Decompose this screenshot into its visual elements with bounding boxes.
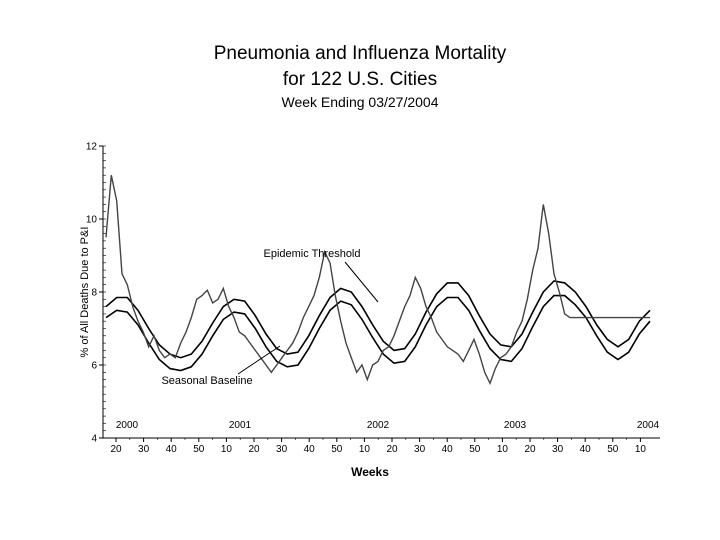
- year-label: 2003: [504, 420, 527, 431]
- chart-subtitle: Week Ending 03/27/2004: [282, 94, 439, 110]
- year-label: 2002: [367, 420, 390, 431]
- x-axis-label: Weeks: [351, 465, 389, 479]
- x-tick-label: 10: [359, 444, 371, 455]
- x-tick-label: 10: [635, 444, 647, 455]
- x-tick-label: 50: [193, 444, 205, 455]
- x-tick-label: 30: [138, 444, 150, 455]
- x-tick-label: 10: [221, 444, 233, 455]
- y-minor-ticks: [103, 145, 106, 439]
- baseline-annotation: Seasonal Baseline: [161, 375, 252, 387]
- x-tick-label: 40: [166, 444, 178, 455]
- year-label: 2004: [637, 420, 660, 431]
- x-tick-label: 50: [331, 444, 343, 455]
- y-ticks: 12 10 8 6 4: [86, 142, 103, 445]
- y-tick-label: 8: [91, 288, 97, 299]
- x-tick-label: 20: [248, 444, 260, 455]
- y-axis-label: % of All Deaths Due to P&I: [79, 227, 91, 358]
- x-tick-label: 50: [469, 444, 481, 455]
- series-epidemic-threshold-line: [105, 280, 651, 359]
- series-seasonal-baseline-line: [105, 294, 651, 372]
- y-tick-label: 12: [86, 142, 98, 153]
- x-tick-label: 20: [524, 444, 536, 455]
- series-observed-line: [105, 175, 650, 386]
- x-tick-label: 20: [110, 444, 122, 455]
- x-ticks: 20 30 40 50 10 20 30 40 50 10 20 30 40 50 10 20 30 40 50 10: [110, 438, 646, 455]
- year-label: 2000: [116, 420, 139, 431]
- baseline-leader-line: [237, 345, 281, 375]
- threshold-leader-line: [344, 261, 379, 303]
- x-tick-label: 10: [497, 444, 509, 455]
- x-tick-label: 30: [276, 444, 288, 455]
- x-tick-label: 30: [414, 444, 426, 455]
- y-tick-label: 4: [91, 434, 97, 445]
- x-tick-label: 30: [552, 444, 564, 455]
- y-tick-label: 6: [91, 361, 97, 372]
- chart-title-line1: Pneumonia and Influenza Mortality: [214, 43, 507, 64]
- x-tick-label: 40: [580, 444, 592, 455]
- threshold-annotation: Epidemic Threshold: [263, 248, 360, 260]
- chart-title-line2: for 122 U.S. Cities: [283, 69, 437, 90]
- x-tick-label: 20: [386, 444, 398, 455]
- x-tick-label: 40: [442, 444, 454, 455]
- year-label: 2001: [229, 420, 252, 431]
- x-tick-label: 40: [304, 444, 316, 455]
- x-tick-label: 50: [607, 444, 619, 455]
- year-labels: 2000 2001 2002 2003 2004: [116, 420, 660, 431]
- y-tick-label: 10: [86, 215, 98, 226]
